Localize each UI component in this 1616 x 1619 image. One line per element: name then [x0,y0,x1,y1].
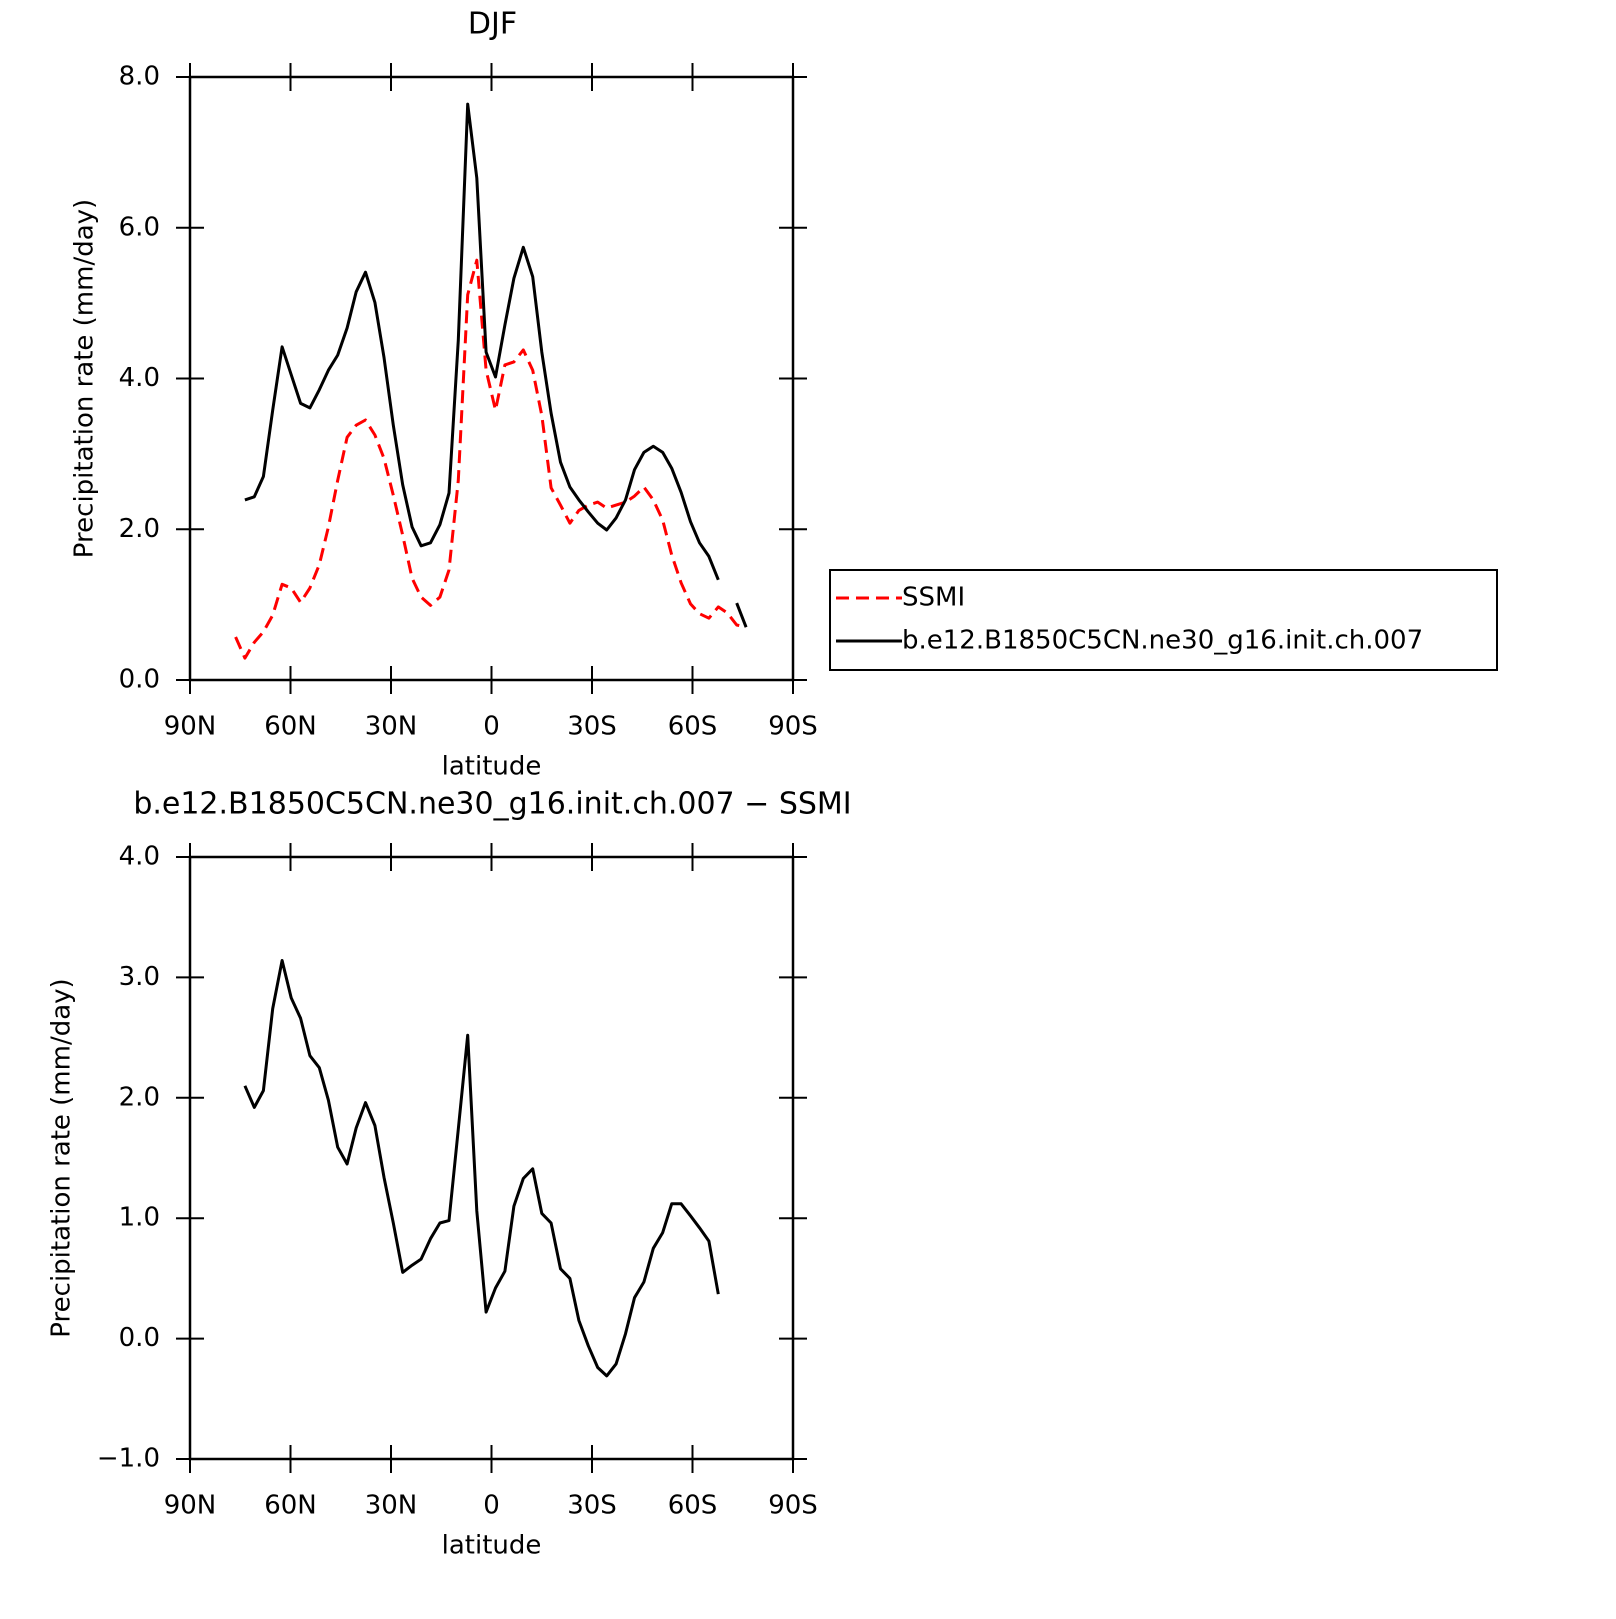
y-tick-label: 2.0 [119,514,160,544]
x-tick-label: 30N [365,712,418,742]
x-tick-label: 90S [768,712,818,742]
y-tick-label: 0.0 [119,665,160,695]
x-tick-label: 30S [567,1491,617,1521]
x-tick-label: 90N [164,712,217,742]
y-axis-label: Precipitation rate (mm/day) [70,199,100,558]
x-tick-label: 0 [483,1491,500,1521]
y-tick-label: 1.0 [119,1203,160,1233]
chart-title: DJF [468,7,517,42]
x-axis-label: latitude [442,1531,542,1561]
x-tick-label: 60N [264,712,317,742]
x-tick-label: 60N [264,1491,317,1521]
x-tick-label: 90S [768,1491,818,1521]
y-tick-label: 8.0 [119,62,160,92]
y-tick-label: 6.0 [119,212,160,242]
plot-frame [188,855,795,1461]
x-tick-label: 60S [668,1491,718,1521]
x-tick-label: 30S [567,712,617,742]
x-tick-label: 0 [483,712,500,742]
legend-label: b.e12.B1850C5CN.ne30_g16.init.ch.007 [902,626,1423,656]
x-axis-label: latitude [442,752,542,782]
legend-box [829,569,1498,671]
y-tick-label: 4.0 [119,842,160,872]
series-line [243,959,720,1378]
x-tick-label: 30N [365,1491,418,1521]
y-tick-label: 0.0 [119,1323,160,1353]
chart-title: b.e12.B1850C5CN.ne30_g16.init.ch.007 − S… [133,787,851,822]
x-tick-label: 60S [668,712,718,742]
y-tick-label: 2.0 [119,1082,160,1112]
y-tick-label: −1.0 [97,1444,160,1474]
y-tick-label: 4.0 [119,363,160,393]
series-line [244,102,748,628]
x-tick-label: 90N [164,1491,217,1521]
y-tick-label: 3.0 [119,962,160,992]
legend-label: SSMI [902,583,965,613]
series-line [234,258,747,660]
y-axis-label: Precipitation rate (mm/day) [47,978,77,1337]
